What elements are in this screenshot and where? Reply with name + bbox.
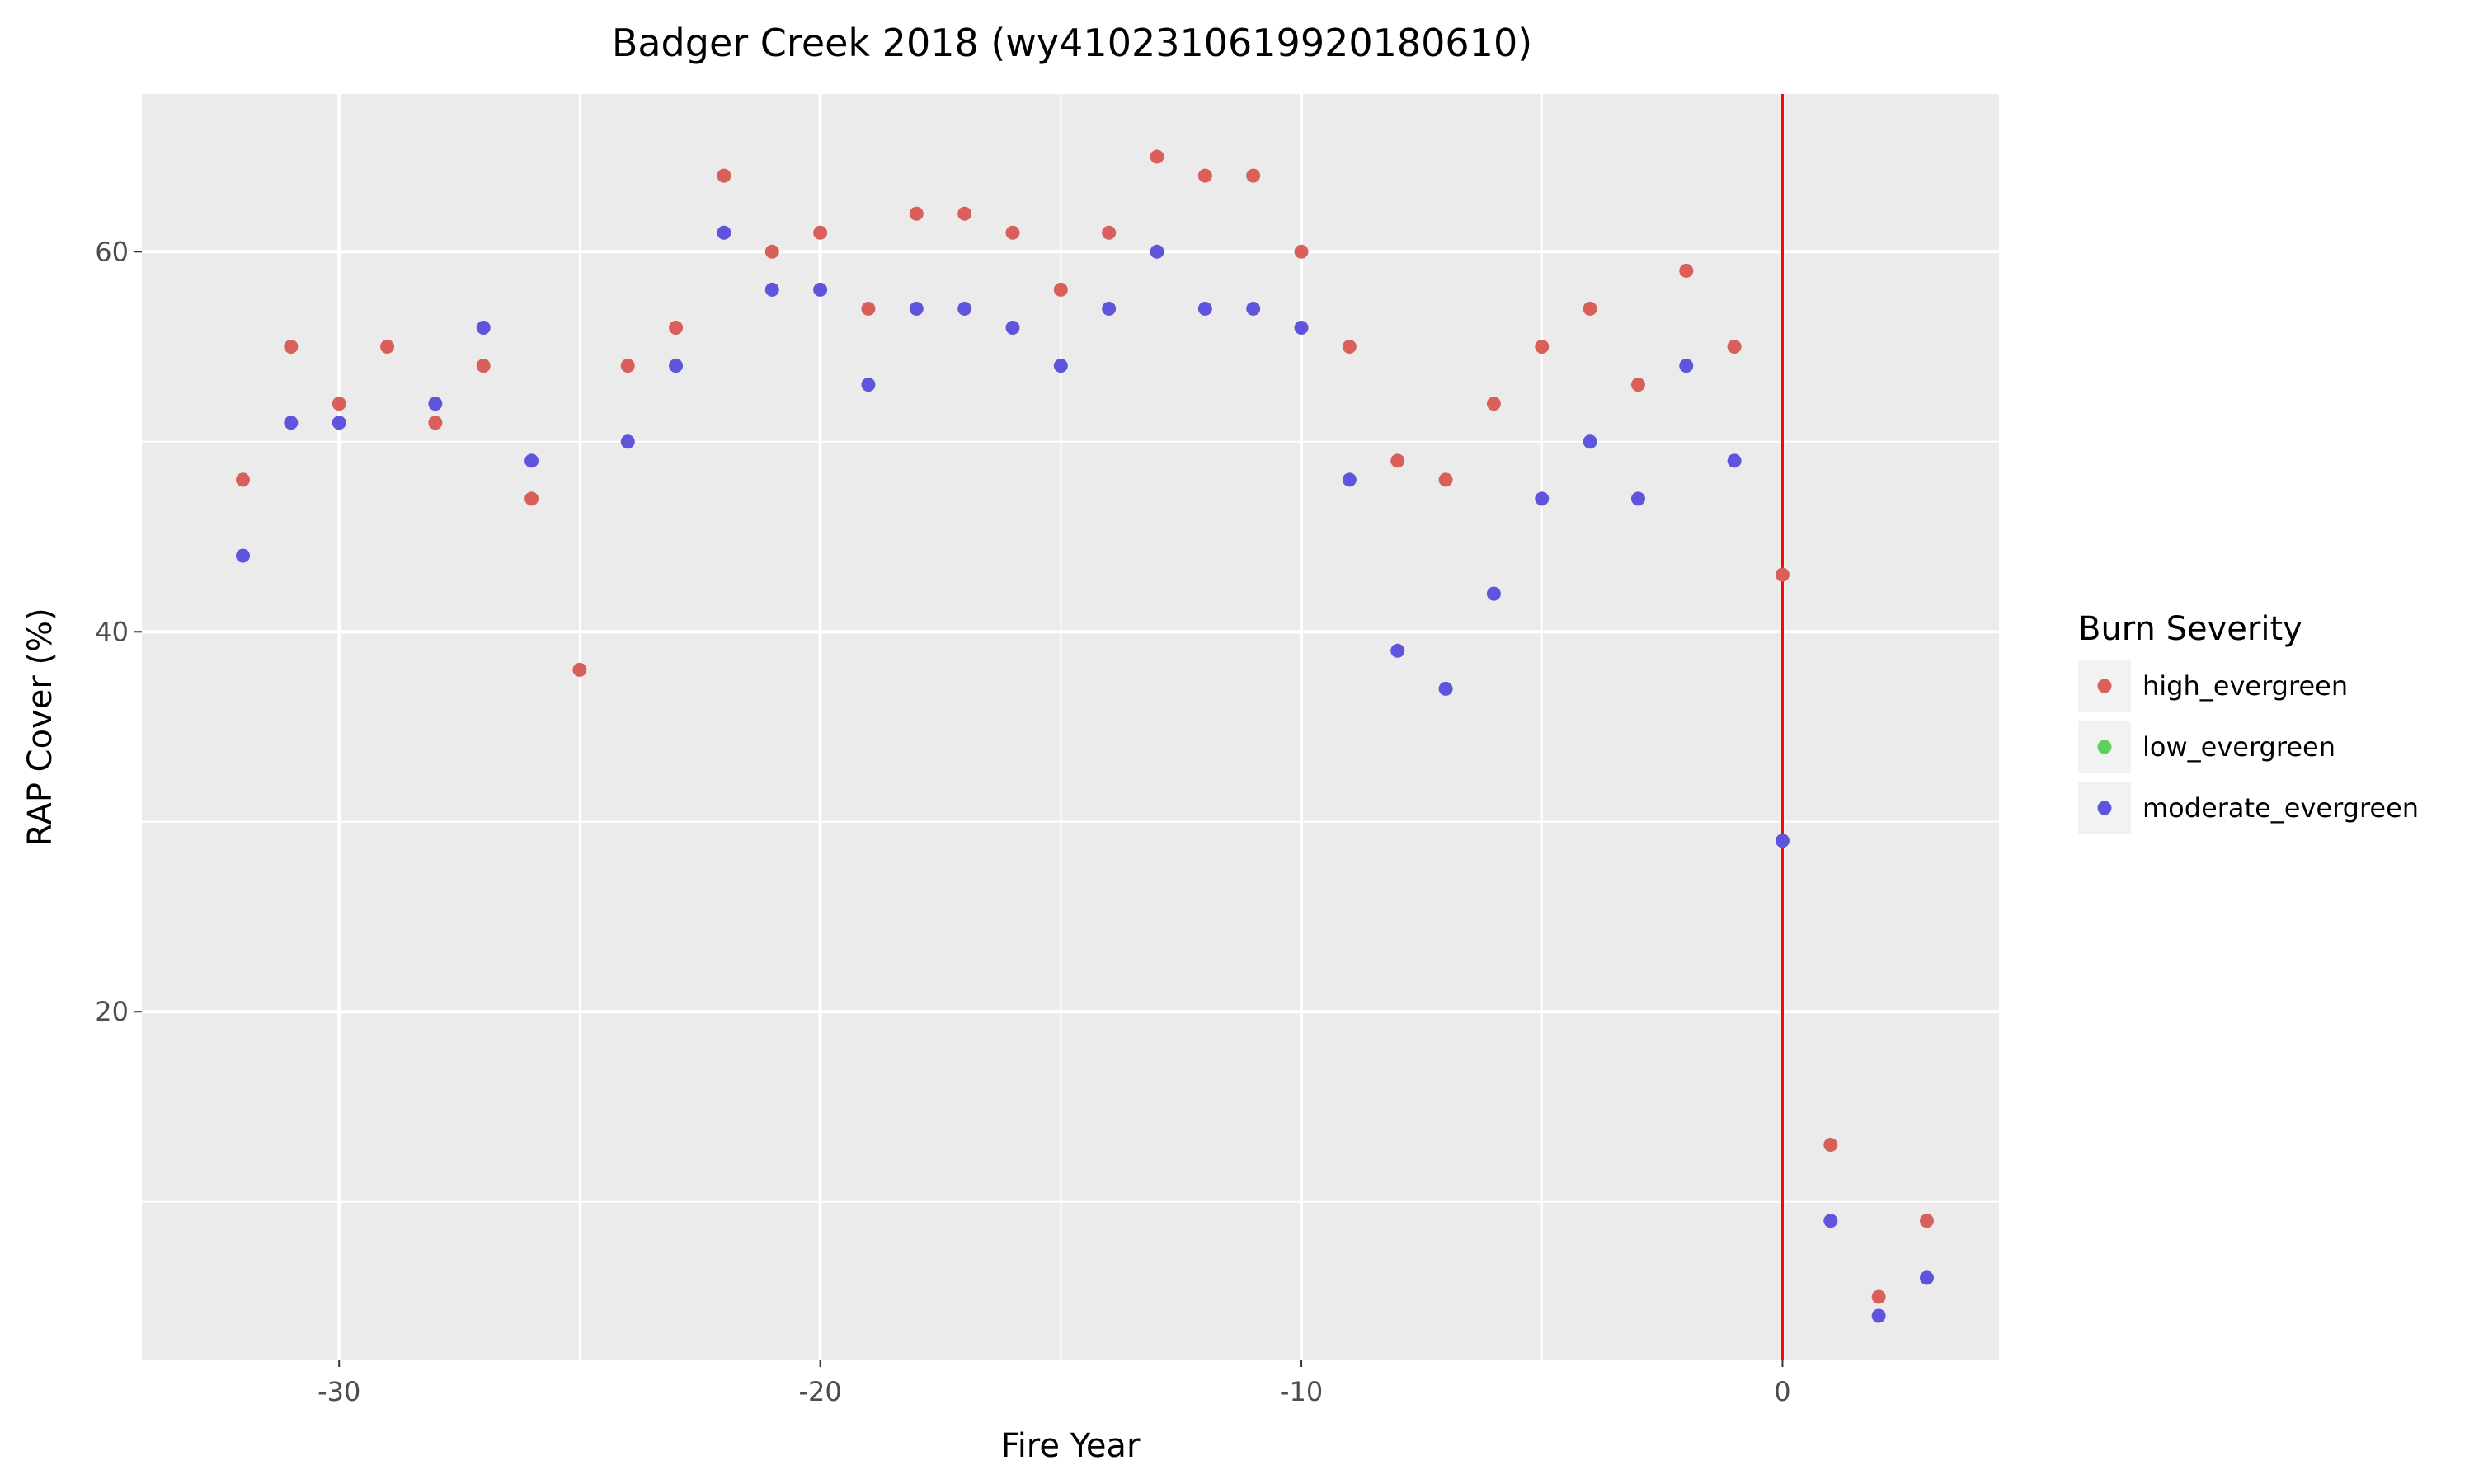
data-point-high_evergreen [764,244,779,259]
data-point-moderate_evergreen [284,416,299,430]
data-point-high_evergreen [669,320,684,335]
data-point-moderate_evergreen [1005,320,1020,335]
legend-marker-moderate_evergreen [2097,801,2112,815]
data-point-high_evergreen [1486,397,1501,411]
axis-ticks: -30 -20 -10 0 20 40 60 [95,236,1790,1407]
data-point-moderate_evergreen [1535,491,1550,506]
data-point-moderate_evergreen [1294,320,1309,335]
data-point-moderate_evergreen [1053,359,1068,373]
data-point-high_evergreen [1342,340,1357,355]
data-point-high_evergreen [284,340,299,355]
data-point-high_evergreen [1150,149,1164,164]
data-point-moderate_evergreen [1197,301,1212,316]
data-point-high_evergreen [476,359,491,373]
data-point-moderate_evergreen [909,301,924,316]
data-point-moderate_evergreen [1583,434,1597,449]
data-point-high_evergreen [909,206,924,221]
data-point-moderate_evergreen [764,282,779,297]
y-tick-label: 40 [95,616,129,647]
data-point-high_evergreen [524,491,539,506]
legend: high_evergreen low_evergreen moderate_ever… [2078,660,2419,834]
y-tick-label: 20 [95,996,129,1027]
data-point-moderate_evergreen [1246,301,1261,316]
data-point-high_evergreen [1679,263,1694,278]
data-point-high_evergreen [813,225,828,240]
legend-label-high_evergreen: high_evergreen [2142,670,2348,702]
data-point-moderate_evergreen [717,225,731,240]
data-point-high_evergreen [957,206,972,221]
data-point-moderate_evergreen [524,453,539,468]
x-tick-label: -10 [1280,1376,1323,1407]
data-point-moderate_evergreen [1871,1308,1886,1323]
data-point-moderate_evergreen [813,282,828,297]
data-point-high_evergreen [1919,1214,1934,1228]
y-axis-title: RAP Cover (%) [21,608,59,846]
data-point-high_evergreen [861,301,876,316]
y-tick-label: 60 [95,236,129,267]
data-point-high_evergreen [717,168,731,183]
data-point-high_evergreen [1535,340,1550,355]
data-point-high_evergreen [1630,378,1645,392]
data-point-moderate_evergreen [1679,359,1694,373]
data-point-moderate_evergreen [1342,472,1357,487]
data-points [236,149,1934,1323]
data-point-high_evergreen [1438,472,1453,487]
data-point-high_evergreen [332,397,346,411]
x-tick-label: -20 [798,1376,841,1407]
data-point-high_evergreen [572,662,587,677]
data-point-moderate_evergreen [957,301,972,316]
data-point-moderate_evergreen [669,359,684,373]
data-point-high_evergreen [1823,1138,1838,1153]
data-point-moderate_evergreen [1919,1270,1934,1285]
data-point-high_evergreen [380,340,395,355]
data-point-high_evergreen [1775,567,1790,582]
data-point-moderate_evergreen [236,548,251,563]
data-point-high_evergreen [1294,244,1309,259]
data-point-moderate_evergreen [1438,681,1453,696]
data-point-moderate_evergreen [1150,244,1164,259]
x-tick-label: 0 [1774,1376,1790,1407]
legend-marker-high_evergreen [2097,679,2112,693]
data-point-moderate_evergreen [1727,453,1742,468]
data-point-high_evergreen [428,416,443,430]
data-point-high_evergreen [1053,282,1068,297]
data-point-high_evergreen [1727,340,1742,355]
data-point-moderate_evergreen [1823,1214,1838,1228]
data-point-high_evergreen [1005,225,1020,240]
data-point-moderate_evergreen [1630,491,1645,506]
data-point-moderate_evergreen [620,434,635,449]
data-point-high_evergreen [1197,168,1212,183]
data-point-moderate_evergreen [1102,301,1117,316]
data-point-moderate_evergreen [861,378,876,392]
data-point-high_evergreen [236,472,251,487]
legend-label-low_evergreen: low_evergreen [2142,731,2335,763]
data-point-moderate_evergreen [476,320,491,335]
data-point-high_evergreen [1871,1289,1886,1304]
data-point-moderate_evergreen [1775,834,1790,848]
data-point-moderate_evergreen [428,397,443,411]
legend-title: Burn Severity [2078,610,2302,648]
data-point-moderate_evergreen [1486,586,1501,601]
data-point-high_evergreen [1102,225,1117,240]
data-point-high_evergreen [620,359,635,373]
data-point-moderate_evergreen [332,416,346,430]
data-point-high_evergreen [1390,453,1405,468]
chart-title: Badger Creek 2018 (wy4102310619920180610… [612,21,1532,65]
x-tick-label: -30 [317,1376,360,1407]
legend-label-moderate_evergreen: moderate_evergreen [2142,792,2419,824]
data-point-moderate_evergreen [1390,643,1405,658]
plot-panel [142,94,1999,1360]
x-axis-title: Fire Year [1001,1427,1141,1465]
legend-marker-low_evergreen [2097,740,2112,754]
data-point-high_evergreen [1583,301,1597,316]
data-point-high_evergreen [1246,168,1261,183]
